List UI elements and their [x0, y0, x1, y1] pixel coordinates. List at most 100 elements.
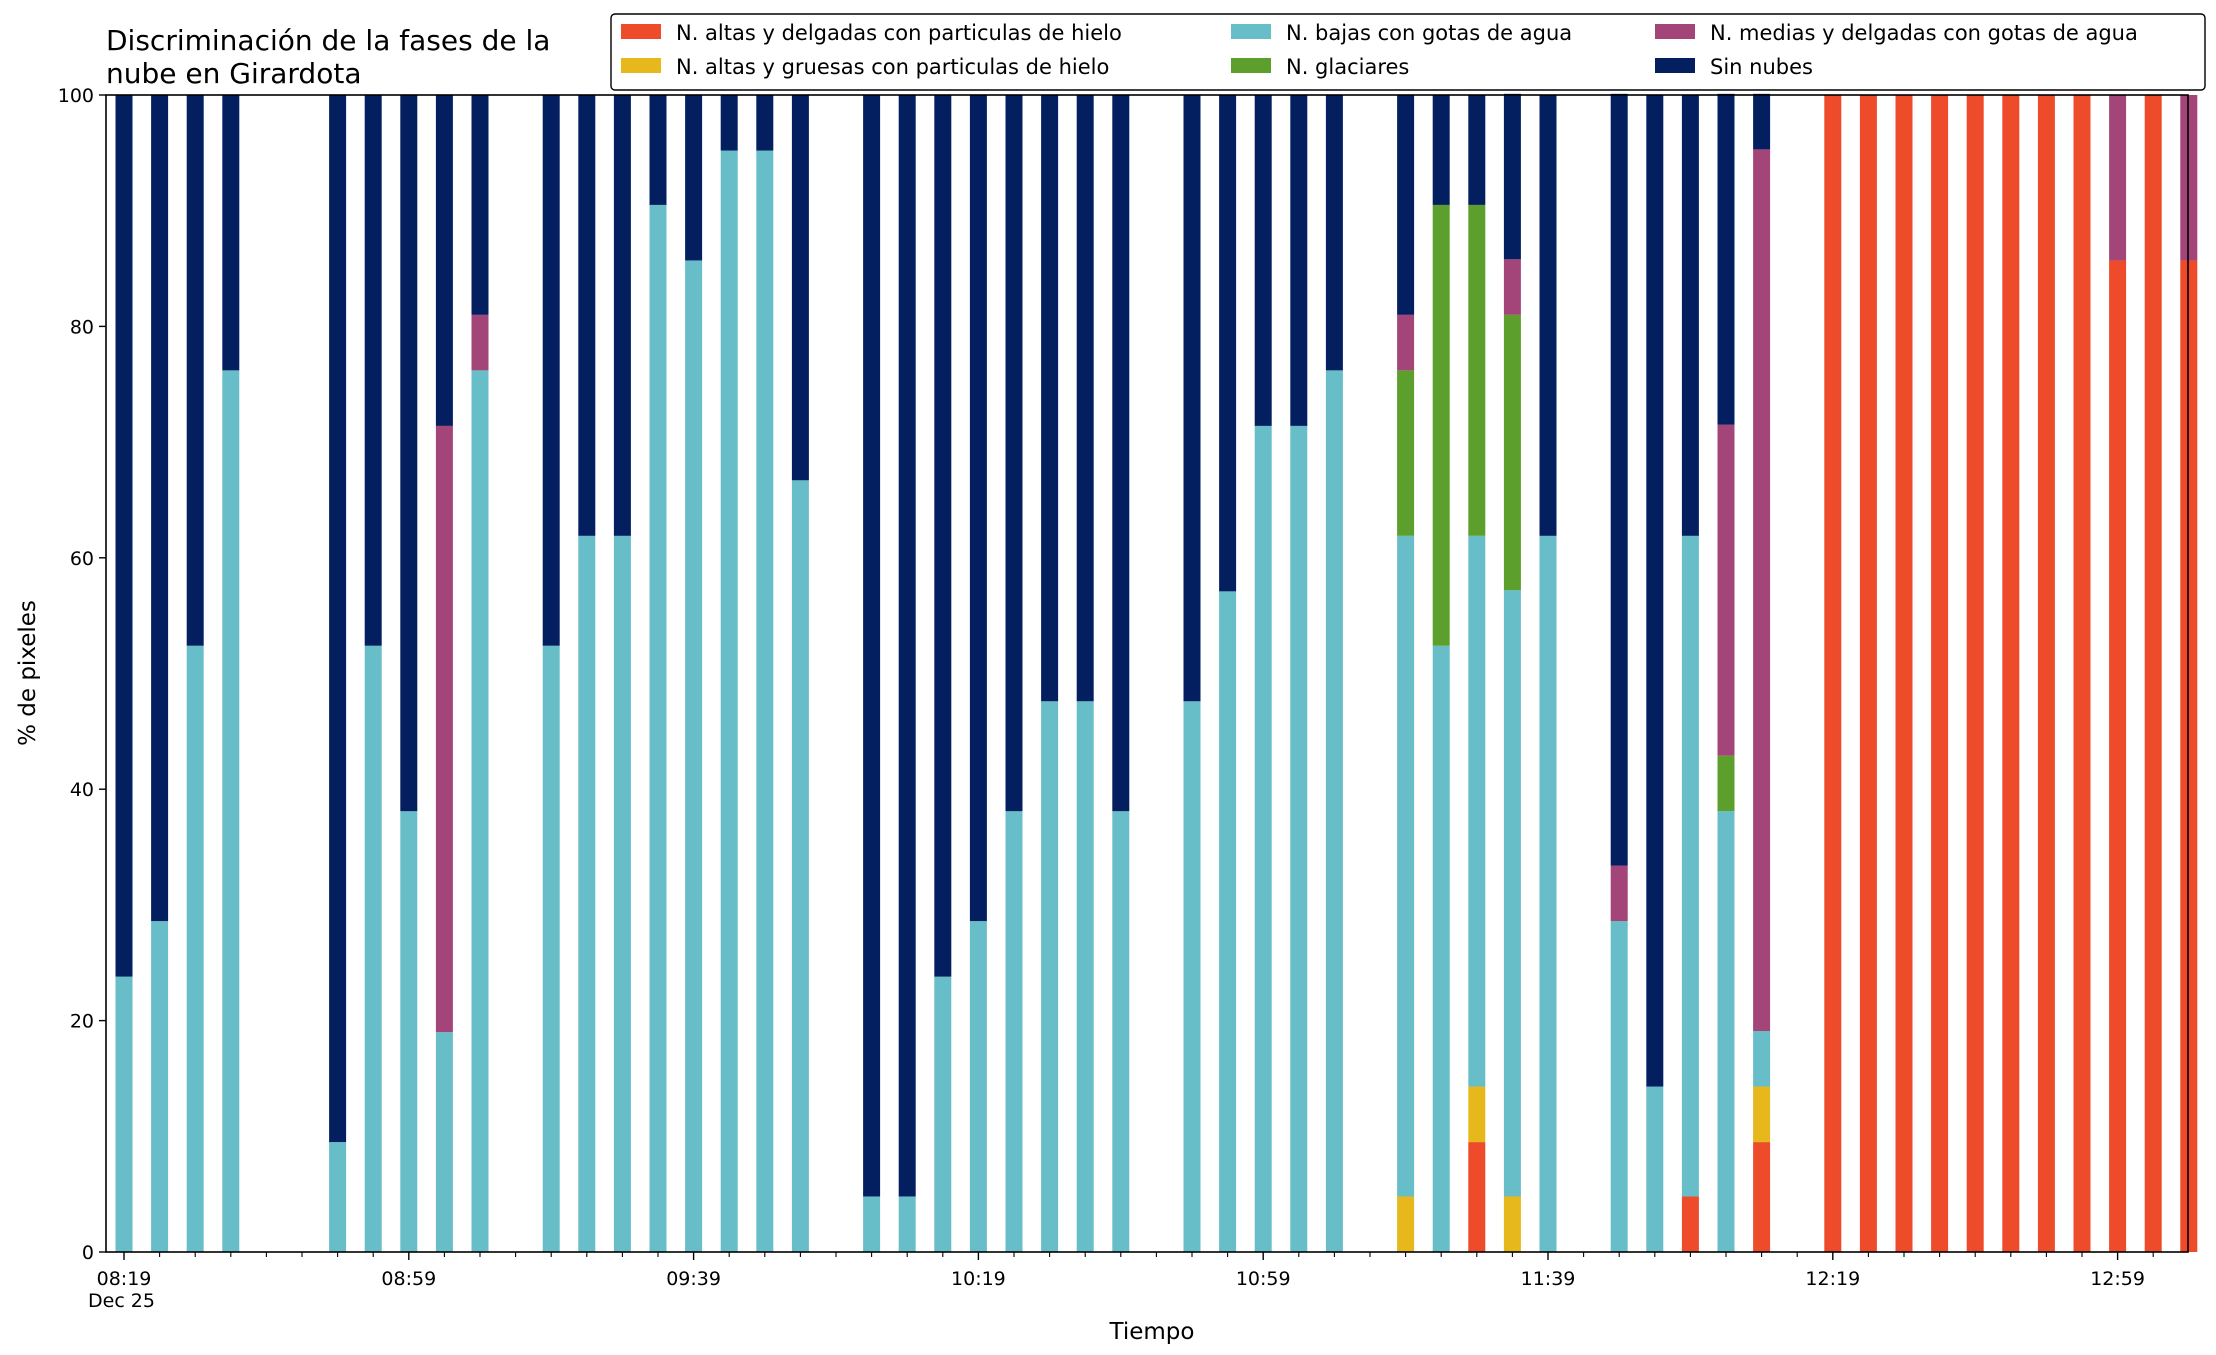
legend-swatch-1 [621, 58, 661, 73]
legend-label-4: N. medias y delgadas con gotas de agua [1710, 21, 2138, 45]
bar-segment-1124-s5 [1432, 95, 1450, 205]
bar-segment-1029-s2 [1041, 701, 1059, 1252]
bar-segment-1019-s2 [969, 921, 987, 1252]
bar-segment-1054-s2 [1219, 591, 1237, 1252]
bar-segment-1109-s5 [1325, 95, 1343, 371]
x-tick-label: 08:59 [381, 1268, 436, 1290]
bar-segment-0909-s4 [471, 314, 489, 371]
bar-segment-1234-s0 [1931, 95, 1949, 1252]
bar-segment-1004-s2 [863, 1196, 881, 1252]
y-tick-label: 100 [58, 85, 94, 107]
bar-segment-1119-s2 [1397, 535, 1415, 1197]
bar-segment-0819-s2 [115, 976, 133, 1252]
bar-segment-1134-s3 [1503, 314, 1521, 591]
x-tick-label: 12:59 [2090, 1268, 2145, 1290]
x-tick-label: 08:19 [97, 1268, 152, 1290]
bar-segment-1254-s0 [2073, 95, 2091, 1252]
legend-swatch-5 [1655, 58, 1695, 73]
legend-label-1: N. altas y gruesas con particulas de hie… [676, 55, 1109, 79]
bar-segment-1129-s0 [1468, 1142, 1486, 1252]
bar-segment-1104-s5 [1290, 95, 1308, 426]
bar-segment-0934-s5 [649, 95, 667, 205]
bar-segment-0949-s2 [756, 150, 774, 1252]
bar-segment-1259-s4 [2109, 95, 2127, 261]
bar-segment-1204-s5 [1717, 93, 1735, 425]
bar-segment-1009-s5 [898, 95, 916, 1197]
bar-segment-1134-s5 [1503, 93, 1521, 260]
bar-segment-1059-s5 [1254, 95, 1272, 426]
bar-segment-0954-s2 [791, 480, 809, 1252]
legend-frame [610, 13, 2206, 91]
bar-segment-1204-s2 [1717, 811, 1735, 1252]
bar-segment-1014-s5 [934, 95, 952, 977]
bar-segment-0934-s2 [649, 204, 667, 1252]
bar-segment-1049-s2 [1183, 701, 1201, 1252]
bar-segment-1159-s2 [1681, 535, 1699, 1197]
bar-segment-1209-s5 [1753, 93, 1771, 150]
bar-segment-1119-s4 [1397, 314, 1415, 371]
y-tick-label: 80 [70, 316, 94, 338]
y-tick-label: 60 [70, 548, 94, 570]
bar-segment-0909-s2 [471, 370, 489, 1252]
bar-segment-1224-s0 [1859, 95, 1877, 1252]
bar-segment-1039-s2 [1112, 811, 1130, 1252]
bar-segment-1034-s5 [1076, 95, 1094, 702]
bar-segment-0944-s2 [720, 150, 738, 1252]
bar-segment-0904-s4 [435, 425, 453, 1033]
bar-segment-1154-s2 [1646, 1086, 1664, 1252]
chart-title-line-1: Discriminación de la fases de la [106, 24, 550, 57]
bar-segment-1204-s3 [1717, 755, 1735, 812]
bar-segment-0919-s5 [542, 95, 560, 646]
bar-segment-0834-s5 [222, 95, 240, 371]
bar-segment-0904-s2 [435, 1032, 453, 1252]
bar-segment-0949-s5 [756, 95, 774, 151]
bar-segment-1029-s5 [1041, 95, 1059, 702]
bar-segment-1134-s2 [1503, 590, 1521, 1197]
bar-segment-0824-s2 [151, 921, 169, 1252]
bar-segment-1129-s3 [1468, 204, 1486, 536]
bar-segment-1154-s5 [1646, 95, 1664, 1087]
bar-segment-0924-s5 [578, 95, 596, 536]
legend: N. altas y delgadas con particulas de hi… [610, 13, 2206, 91]
bar-segment-0834-s2 [222, 370, 240, 1252]
bar-segment-1209-s1 [1753, 1086, 1771, 1143]
bar-segment-0849-s5 [329, 95, 347, 1143]
legend-label-2: N. bajas con gotas de agua [1286, 21, 1572, 45]
legend-label-3: N. glaciares [1286, 55, 1409, 79]
bar-segment-1119-s1 [1397, 1196, 1415, 1252]
bar-segment-0829-s2 [186, 645, 204, 1252]
bar-segment-1139-s2 [1539, 535, 1557, 1252]
bar-segment-0954-s5 [791, 95, 809, 481]
x-axis-ticks: 08:19 08:59 09:39 10:19 10:59 11:39 12:19 12:59… [97, 1252, 2154, 1290]
bar-segment-1054-s5 [1219, 95, 1237, 592]
legend-swatch-0 [621, 24, 661, 39]
bar-segment-1119-s3 [1397, 370, 1415, 536]
y-tick-label: 40 [70, 779, 94, 801]
bar-segment-0924-s2 [578, 535, 596, 1252]
bar-segment-1209-s4 [1753, 149, 1771, 1032]
bar-segment-0849-s2 [329, 1142, 347, 1252]
bar-segment-1129-s1 [1468, 1086, 1486, 1143]
bar-segment-1204-s4 [1717, 424, 1735, 756]
bar-segment-1209-s2 [1753, 1031, 1771, 1087]
y-tick-label: 20 [70, 1011, 94, 1033]
bar-segment-0824-s5 [151, 95, 169, 922]
bar-segment-1124-s2 [1432, 645, 1450, 1252]
bar-segment-1159-s0 [1681, 1196, 1699, 1252]
bar-segment-0944-s5 [720, 95, 738, 151]
bar-segment-0819-s5 [115, 95, 133, 977]
y-axis-ticks: 0 20 40 60 80 100 [58, 85, 106, 1264]
bar-segment-1124-s3 [1432, 204, 1450, 646]
bar-segment-1229-s0 [1895, 95, 1913, 1252]
bar-segment-1219-s0 [1824, 95, 1842, 1252]
plot-frame [105, 94, 2189, 1253]
bar-segment-0904-s5 [435, 95, 453, 426]
bar-segment-0929-s2 [613, 535, 631, 1252]
bar-segment-1129-s5 [1468, 95, 1486, 205]
bar-segment-1134-s1 [1503, 1196, 1521, 1252]
bar-segment-1249-s0 [2037, 95, 2055, 1252]
x-tick-label: 10:19 [951, 1268, 1006, 1290]
bar-segment-1244-s0 [2002, 95, 2020, 1252]
bar-segment-0859-s2 [400, 811, 418, 1252]
bar-segment-1129-s2 [1468, 535, 1486, 1087]
